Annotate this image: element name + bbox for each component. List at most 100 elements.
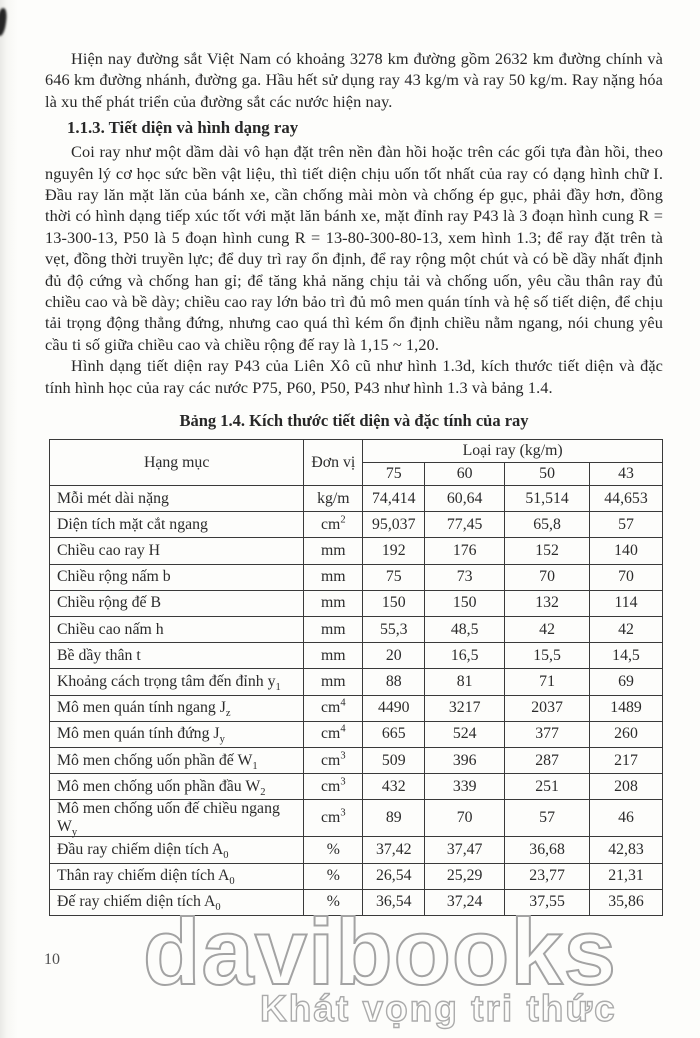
table-row: Mô men chống uốn phần đầu W2 cm3 432 339 251… [48,773,663,801]
row-value: 509 [362,746,426,775]
row-value: 26,54 [362,862,426,890]
rail-dimensions-table: Hạng mục Đơn vị Loại ray (kg/m) 75 60 50… [48,439,663,916]
row-label: Thân ray chiếm diện tích A0 [48,862,305,890]
row-label: Chiều rộng nấm b [48,563,305,591]
row-unit: % [303,862,364,890]
row-value: 55,3 [362,616,426,644]
row-value: 69 [589,668,663,696]
row-value: 42,83 [589,836,663,864]
table-header: Hạng mục Đơn vị Loại ray (kg/m) 75 60 50… [48,439,663,487]
row-label: Mô men quán tính đứng Jy [48,720,305,748]
row-value: 81 [424,668,506,696]
row-value: 16,5 [424,642,506,670]
row-label: Bề dầy thân t [48,642,305,670]
row-value: 57 [504,799,591,838]
row-value: 15,5 [504,642,591,670]
table-row: Mô men quán tính đứng Jy cm4 665 524 377 260 [48,720,663,748]
watermark-slogan-text: Khát vọng tri thức [259,987,617,1029]
row-value: 260 [589,720,663,748]
table-row: Đế ray chiếm diện tích A0% 36,54 37,24 37,5… [48,888,663,916]
row-value: 74,414 [362,485,426,513]
section-heading: 1.1.3. Tiết diện và hình dạng ray [67,118,299,138]
row-value: 48,5 [424,616,506,644]
table-row: Mỗi mét dài nặng kg/m 74,414 60,64 51,514 44,… [48,485,663,513]
row-unit: mm [303,589,364,618]
row-unit: mm [303,537,364,565]
row-unit: cm3 [303,746,364,775]
table-row: Chiều rộng nấm b mm 75 73 70 70 [48,563,663,591]
row-label: Đầu ray chiếm diện tích A0 [48,836,305,864]
row-unit: cm4 [303,694,364,722]
row-value: 73 [424,563,506,591]
row-value: 20 [362,642,426,670]
row-value: 95,037 [362,511,426,539]
row-value: 75 [362,563,426,591]
row-value: 37,47 [424,836,506,864]
row-value: 51,514 [504,485,591,513]
row-value: 60,64 [424,485,506,513]
header-rail-type-50: 50 [504,462,591,487]
row-value: 42 [589,616,663,644]
row-unit: % [303,888,364,916]
row-value: 1489 [589,694,663,722]
row-value: 217 [589,746,663,775]
header-rail-type-43: 43 [589,462,663,487]
row-value: 37,42 [362,836,426,864]
row-value: 77,45 [424,511,506,539]
row-unit: mm [303,668,364,696]
header-rail-type-75: 75 [362,462,426,487]
row-label: Mô men quán tính ngang Jz [48,694,305,722]
header-unit-column: Đơn vị [303,439,364,487]
row-unit: mm [303,563,364,591]
table-row: Mô men chống uốn phần đế W1 cm3 509 396 287 2… [48,746,663,775]
row-value: 2037 [504,694,591,722]
row-value: 21,31 [589,862,663,890]
table-header-row-2: 75 60 50 43 [50,462,663,487]
row-value: 114 [589,589,663,618]
row-label: Diện tích mặt cắt ngang [48,511,305,539]
row-value: 192 [362,537,426,565]
row-value: 44,653 [589,485,663,513]
row-value: 88 [362,668,426,696]
row-value: 152 [504,537,591,565]
table-header-row-1: Hạng mục Đơn vị Loại ray (kg/m) [48,439,663,487]
page-content: Hiện nay đường sắt Việt Nam có khoảng 32… [45,48,663,916]
paragraph-body-2: Hình dạng tiết diện ray P43 của Liên Xô … [45,356,663,397]
table-row: Chiều cao nấm h mm 55,3 48,5 42 42 [48,616,663,644]
table-row: Mô men quán tính ngang Jz cm4 4490 3217 2037… [48,694,663,722]
paragraph-intro: Hiện nay đường sắt Việt Nam có khoảng 32… [45,49,663,111]
row-label: Chiều rộng đế B [48,589,305,618]
row-value: 432 [362,773,426,801]
header-item-column: Hạng mục [48,439,305,487]
row-value: 70 [504,563,591,591]
row-value: 140 [589,537,663,565]
paragraph-body-1: Coi ray như một dầm dài vô hạn đặt trên … [45,142,663,354]
row-label: Mô men chống uốn phần đầu W2 [48,773,305,801]
row-value: 65,8 [504,511,591,539]
row-unit: cm4 [303,720,364,748]
row-label: Mô men chống uốn đế chiều ngang Wy [48,799,305,838]
row-value: 208 [589,773,663,801]
row-value: 37,24 [424,888,506,916]
row-value: 176 [424,537,506,565]
header-rail-type-60: 60 [424,462,506,487]
row-value: 42 [504,616,591,644]
header-rail-type-group: Loại ray (kg/m) [362,439,663,464]
row-value: 23,77 [504,862,591,890]
row-value: 287 [504,746,591,775]
table-caption: Bảng 1.4. Kích thước tiết diện và đặc tí… [179,411,529,431]
table-row: Thân ray chiếm diện tích A0% 26,54 25,29 23… [48,862,663,890]
row-value: 70 [424,799,506,838]
row-unit: cm2 [303,511,364,539]
page-number: 10 [44,951,60,968]
row-value: 36,68 [504,836,591,864]
row-value: 70 [589,563,663,591]
row-value: 4490 [362,694,426,722]
table-row: Khoảng cách trọng tâm đến đỉnh y1 mm 88 81 7… [48,668,663,696]
row-value: 71 [504,668,591,696]
table-row: Đầu ray chiếm diện tích A0% 37,42 37,47 36,… [48,836,663,864]
row-value: 396 [424,746,506,775]
row-value: 150 [362,589,426,618]
